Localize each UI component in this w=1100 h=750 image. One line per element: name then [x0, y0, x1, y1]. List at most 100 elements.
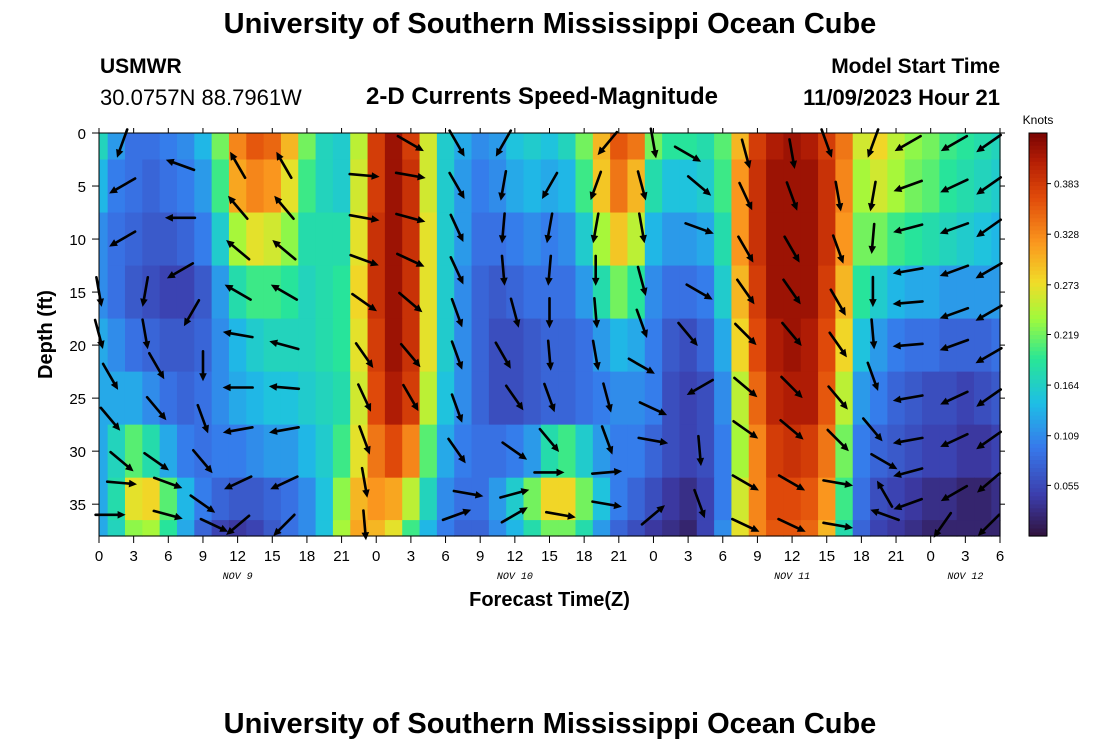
heatmap-cell	[384, 520, 403, 537]
heatmap-cell	[419, 133, 438, 161]
heatmap-cell	[540, 212, 559, 267]
current-vector-arrow	[781, 321, 802, 346]
heatmap-cell	[662, 477, 681, 521]
heatmap-cell	[662, 424, 681, 479]
colorbar-tick-label: 0.164	[1054, 381, 1079, 392]
current-vector-arrow	[495, 129, 513, 157]
heatmap-cell	[298, 371, 317, 426]
heatmap-cell	[298, 424, 317, 479]
heatmap-cell	[714, 318, 733, 373]
heatmap-cell	[991, 424, 1001, 479]
current-vector-arrow	[976, 133, 1003, 153]
heatmap-cell	[315, 265, 334, 320]
heatmap-cell	[332, 424, 351, 479]
heatmap-cell	[766, 133, 785, 161]
colorbar-swatch	[1029, 499, 1047, 505]
colorbar-swatch	[1029, 205, 1047, 211]
x-tick-label: 9	[199, 548, 207, 565]
heatmap-cell	[211, 424, 230, 479]
heatmap-cell	[852, 371, 871, 426]
current-vector-arrow	[395, 212, 426, 224]
current-vector-arrow	[977, 471, 1002, 493]
heatmap-cell	[280, 159, 299, 214]
current-vector-arrow	[733, 322, 757, 346]
heatmap-cell	[436, 318, 455, 373]
x-tick-label: 0	[95, 548, 103, 565]
heatmap-cell	[662, 212, 681, 267]
current-vector-arrow	[780, 375, 803, 399]
current-vector-arrow	[637, 436, 669, 446]
heatmap-cell	[748, 424, 767, 479]
heatmap-cell	[558, 371, 577, 426]
colorbar-swatch	[1029, 282, 1047, 287]
colorbar-swatch	[1029, 261, 1047, 267]
current-vector-arrow	[396, 134, 424, 152]
current-vector-arrow	[450, 297, 464, 328]
heatmap-cell	[748, 265, 767, 320]
heatmap-cell	[436, 520, 455, 537]
current-vector-arrow	[448, 129, 465, 157]
heatmap-cell	[818, 159, 836, 214]
heatmap-cell	[662, 520, 681, 537]
heatmap-cell	[644, 520, 663, 537]
heatmap-cell	[367, 212, 386, 267]
heatmap-cell	[246, 371, 265, 426]
colorbar-swatch	[1029, 201, 1047, 207]
colorbar-swatch	[1029, 306, 1047, 311]
current-vector-arrow	[449, 255, 464, 285]
colorbar-swatch	[1029, 443, 1047, 448]
colorbar-swatch	[1029, 217, 1047, 223]
heatmap-cell	[263, 159, 282, 214]
heatmap-cell	[644, 371, 663, 426]
heatmap-cell	[159, 133, 178, 161]
heatmap-cell	[402, 520, 421, 537]
current-vector-arrow	[544, 212, 554, 244]
heatmap-cell	[662, 133, 681, 161]
heatmap-cell	[592, 477, 611, 521]
colorbar-swatch	[1029, 165, 1047, 170]
current-vector-arrow	[894, 134, 922, 152]
heatmap-cell	[384, 265, 403, 320]
colorbar-swatch	[1029, 153, 1047, 158]
current-vector-arrow	[866, 361, 879, 391]
heatmap-cell	[419, 520, 438, 537]
heatmap-cell	[280, 371, 299, 426]
heatmap-cell	[246, 318, 265, 373]
heatmap-cell	[731, 265, 750, 320]
heatmap-cell	[176, 477, 195, 521]
heatmap-cell	[99, 477, 109, 521]
colorbar-swatch	[1029, 189, 1047, 195]
colorbar-swatch	[1029, 515, 1047, 521]
current-vector-arrow	[893, 467, 924, 478]
heatmap-cell	[124, 424, 143, 479]
heatmap-cell	[142, 520, 161, 537]
heatmap-cell	[350, 159, 369, 214]
heatmap-cell	[696, 159, 715, 214]
heatmap-cell	[315, 133, 334, 161]
colorbar-swatch	[1029, 523, 1047, 529]
current-vector-arrow	[783, 235, 800, 263]
colorbar-swatch	[1029, 173, 1047, 178]
heatmap-cell	[99, 265, 109, 320]
colorbar-swatch	[1029, 157, 1047, 162]
current-vector-arrow	[348, 172, 380, 180]
current-vector-arrow	[677, 321, 698, 346]
heatmap-cell	[904, 520, 923, 537]
current-vector-arrow	[499, 488, 530, 499]
heatmap-cell	[124, 212, 143, 267]
heatmap-cell	[575, 265, 594, 320]
heatmap-cell	[627, 477, 646, 521]
heatmap-cell	[800, 159, 819, 214]
colorbar-swatch	[1029, 342, 1047, 348]
heatmap-cell	[298, 133, 317, 161]
heatmap-cell	[454, 159, 473, 214]
heatmap-cell	[800, 318, 819, 373]
heatmap-cell	[194, 265, 213, 320]
heatmap-cell	[228, 371, 247, 426]
colorbar-swatch	[1029, 197, 1047, 203]
heatmap-cell	[367, 477, 386, 521]
heatmap-cell	[922, 424, 940, 479]
current-vector-arrow	[592, 296, 601, 329]
colorbar-swatch	[1029, 354, 1047, 360]
heatmap-cell	[610, 212, 629, 267]
